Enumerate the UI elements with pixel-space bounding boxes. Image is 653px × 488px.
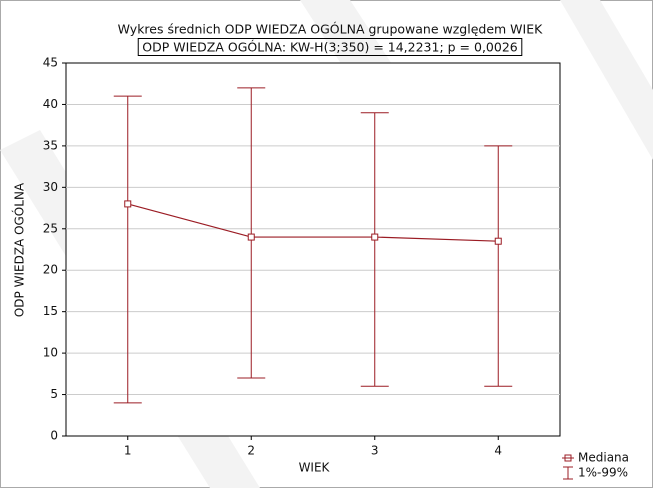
legend-label: Mediana [578, 451, 629, 465]
series-line [127, 203, 499, 242]
x-axis-label: WIEK [299, 461, 331, 475]
y-tick-label: 10 [43, 346, 58, 360]
y-tick-label: 35 [43, 138, 58, 152]
error-bar [484, 145, 513, 387]
y-tick-label: 15 [43, 304, 58, 318]
x-tick-label: 4 [494, 444, 502, 458]
y-tick-label: 25 [43, 221, 58, 235]
chart-title: Wykres średnich ODP WIEDZA OGÓLNA grupow… [118, 22, 543, 37]
y-tick-label: 45 [43, 56, 58, 70]
point [247, 233, 255, 241]
y-tick-label: 40 [43, 97, 58, 111]
y-tick-label: 20 [43, 263, 58, 277]
y-tick-label: 5 [50, 387, 58, 401]
x-tick-label: 1 [124, 444, 132, 458]
point [494, 237, 502, 245]
chart-subtitle: ODP WIEDZA OGÓLNA: KW-H(3;350) = 14,2231… [142, 40, 518, 55]
point [371, 233, 379, 241]
x-tick-label: 3 [371, 444, 379, 458]
error-bar [360, 112, 389, 387]
error-bar [237, 87, 266, 379]
plot-area [65, 62, 561, 437]
x-tick-label: 2 [247, 444, 255, 458]
y-tick-label: 0 [50, 429, 58, 443]
y-tick-label: 30 [43, 180, 58, 194]
legend-label: 1%-99% [578, 466, 628, 480]
point [124, 200, 132, 208]
error-bar [113, 95, 142, 404]
y-axis-label: ODP WIEDZA OGÓLNA [12, 182, 27, 317]
subtitle-box [137, 38, 523, 56]
